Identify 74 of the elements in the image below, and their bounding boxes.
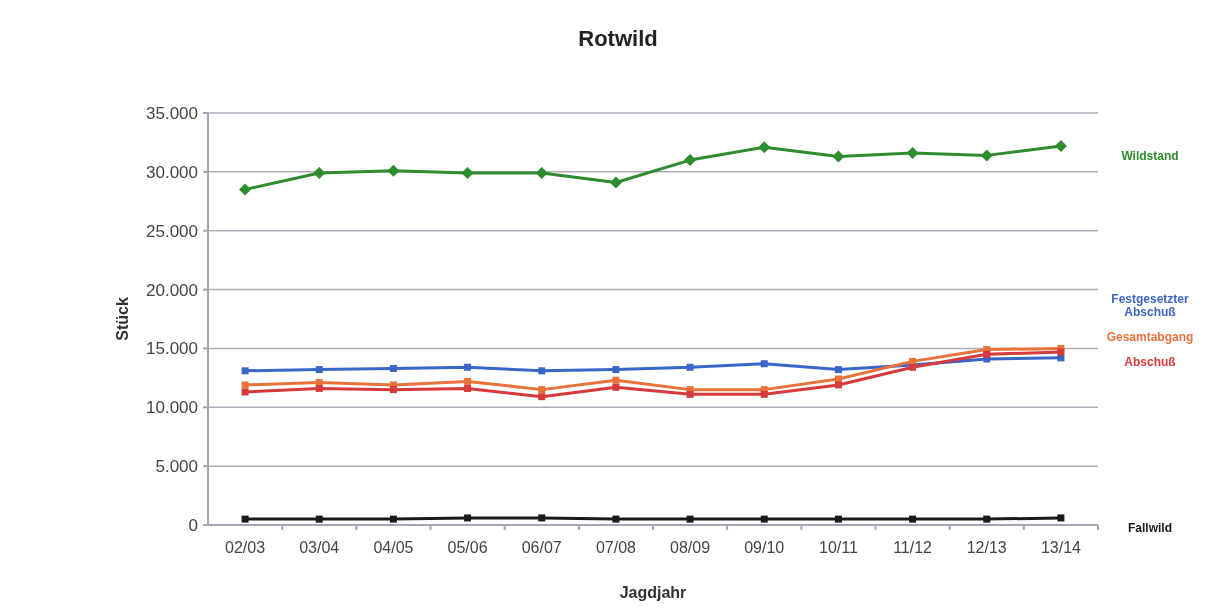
point: [612, 515, 620, 523]
x-tick-label: 11/12: [893, 539, 933, 556]
point: [832, 150, 845, 163]
point: [464, 377, 472, 385]
y-tick-label: 0: [188, 515, 198, 535]
point: [980, 149, 993, 162]
point: [315, 384, 323, 392]
point: [758, 141, 771, 154]
point: [612, 376, 620, 384]
point: [538, 393, 546, 401]
point: [686, 515, 694, 523]
point: [983, 515, 991, 523]
x-tick-label: 13/14: [1040, 539, 1082, 556]
point: [241, 367, 249, 375]
point: [684, 154, 697, 167]
point: [906, 147, 919, 160]
x-tick-label: 09/10: [744, 539, 785, 556]
point: [389, 386, 397, 394]
point: [834, 366, 842, 374]
point: [609, 176, 622, 189]
point: [241, 515, 249, 523]
y-tick-label: 5.000: [155, 457, 198, 477]
point: [241, 381, 249, 389]
x-tick-label: 04/05: [373, 539, 414, 556]
y-tick-label: 30.000: [146, 162, 198, 182]
x-tick-label: 05/06: [447, 539, 488, 556]
point: [538, 386, 546, 394]
y-tick-label: 35.000: [146, 103, 198, 123]
y-axis-title: Stück: [114, 297, 131, 341]
y-tick-label: 25.000: [146, 221, 198, 241]
x-tick-label: 10/11: [818, 539, 858, 556]
x-tick-label: 02/03: [225, 539, 266, 556]
point: [461, 167, 474, 180]
point: [387, 164, 400, 177]
point: [834, 515, 842, 523]
x-tick-label: 07/08: [595, 539, 637, 556]
point: [834, 381, 842, 389]
point: [686, 363, 694, 371]
point: [464, 363, 472, 371]
point: [760, 390, 768, 398]
text: Gesamtabgang: [1106, 329, 1194, 344]
point: [315, 515, 323, 523]
x-axis-title: Jagdjahr: [619, 584, 687, 601]
x-tick-label: 06/07: [521, 539, 562, 556]
point: [686, 390, 694, 398]
point: [538, 514, 546, 522]
point: [389, 364, 397, 372]
text: Wildstand: [1121, 148, 1179, 163]
point: [315, 366, 323, 374]
point: [909, 515, 917, 523]
point: [239, 183, 252, 196]
point: [612, 366, 620, 374]
point: [1057, 514, 1065, 522]
point: [983, 350, 991, 358]
text: Abschuß: [1124, 354, 1176, 369]
chart-title: Rotwild: [578, 26, 658, 51]
point: [760, 515, 768, 523]
text: Fallwild: [1127, 520, 1173, 535]
point: [464, 384, 472, 392]
point: [241, 388, 249, 396]
point: [389, 515, 397, 523]
point: [538, 367, 546, 375]
point: [1057, 348, 1065, 356]
point: [760, 360, 768, 368]
point: [464, 514, 472, 522]
y-tick-label: 10.000: [146, 398, 198, 418]
x-tick-label: 03/04: [299, 539, 340, 556]
point: [1054, 139, 1067, 152]
x-tick-label: 08/09: [670, 539, 711, 556]
x-tick-label: 12/13: [966, 539, 1007, 556]
y-tick-label: 20.000: [146, 280, 198, 300]
text: Festgesetzter Abschuß: [1111, 291, 1189, 319]
y-tick-label: 15.000: [146, 339, 198, 359]
point: [612, 383, 620, 391]
